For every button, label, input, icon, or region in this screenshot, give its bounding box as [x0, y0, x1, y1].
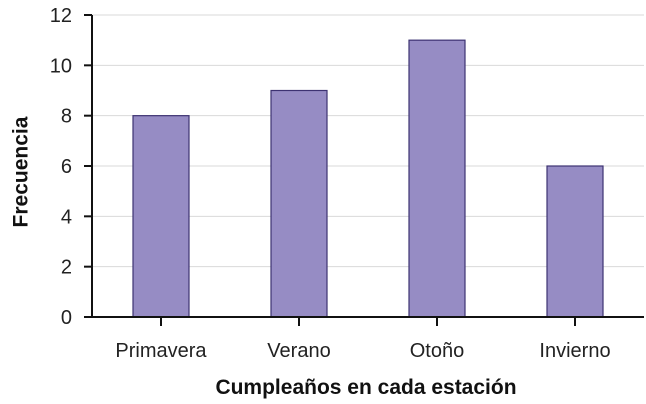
y-tick-label: 12: [50, 5, 72, 27]
y-tick-label: 2: [61, 257, 72, 279]
x-tick-label: Invierno: [539, 340, 610, 362]
x-ticks: Primavera Verano Otoño Invierno: [115, 317, 611, 362]
bar-0: [132, 115, 190, 318]
y-tick-label: 6: [61, 156, 72, 178]
y-tick-label: 4: [61, 206, 72, 228]
x-tick-label: Otoño: [410, 340, 464, 362]
x-tick-label: Primavera: [115, 340, 207, 362]
y-tick-label: 8: [61, 106, 72, 128]
y-tick-label: 0: [61, 307, 72, 329]
bar-3: [546, 165, 604, 318]
x-axis-title: Cumpleaños en cada estación: [215, 376, 516, 399]
bar-1: [270, 89, 328, 318]
y-ticks: 0 2 4 6 8 10 12: [50, 5, 92, 329]
y-axis-title: Frecuencia: [9, 116, 32, 227]
bar-2: [408, 39, 466, 318]
y-tick-label: 10: [50, 55, 72, 77]
bars: [132, 39, 604, 318]
x-tick-label: Verano: [267, 340, 330, 362]
